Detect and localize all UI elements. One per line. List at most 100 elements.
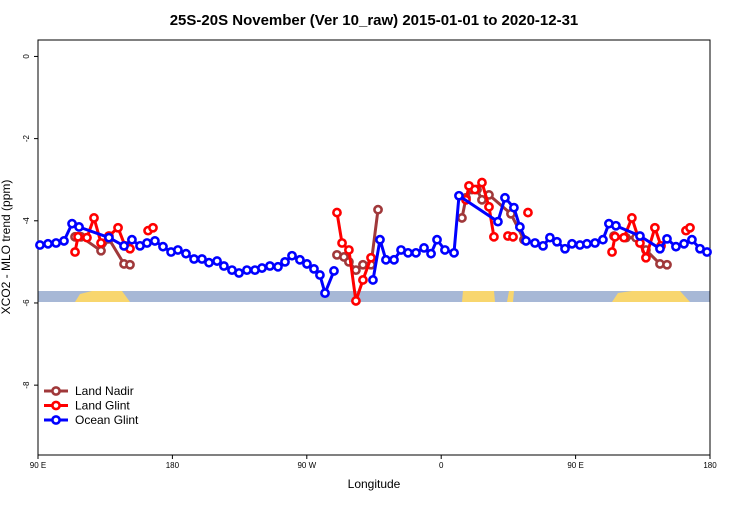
x-tick-label: 90 W (297, 461, 316, 470)
data-point (500, 192, 510, 203)
x-tick-label: 180 (166, 461, 180, 470)
data-point (687, 234, 697, 245)
legend-marker (51, 386, 61, 396)
data-point (484, 201, 494, 212)
data-point (449, 247, 459, 258)
data-point (242, 265, 252, 275)
data-point (538, 240, 548, 251)
y-tick-label: -4 (22, 217, 31, 225)
data-point (219, 261, 229, 271)
data-point (373, 204, 383, 215)
ocean-band (38, 291, 710, 302)
data-point (197, 254, 207, 264)
data-point (315, 270, 325, 280)
data-point (671, 241, 681, 252)
series (35, 190, 712, 299)
data-point (523, 207, 533, 218)
legend-marker (51, 400, 61, 411)
data-point (189, 254, 199, 264)
y-axis-label: XCO2 - MLO trend (ppm) (0, 180, 13, 315)
data-point (51, 238, 61, 248)
data-point (173, 245, 183, 255)
data-point (403, 247, 413, 258)
land-patch (75, 291, 130, 302)
data-point (611, 220, 621, 231)
data-point (96, 245, 106, 256)
data-point (148, 222, 158, 233)
data-point (419, 243, 429, 253)
data-point (560, 243, 570, 254)
data-point (411, 247, 421, 258)
data-point (59, 236, 69, 246)
data-point (257, 263, 267, 273)
data-point (389, 254, 399, 265)
data-point (598, 234, 608, 245)
data-point (35, 240, 45, 250)
data-point (212, 256, 222, 266)
data-point (332, 207, 342, 218)
data-point (125, 259, 135, 270)
data-point (545, 232, 555, 243)
x-axis-label: Longitude (348, 477, 401, 491)
data-point (489, 231, 499, 242)
data-point (273, 261, 283, 272)
data-point (610, 231, 620, 242)
data-point (567, 238, 577, 249)
y-tick-label: -6 (22, 299, 31, 307)
land-patch (612, 291, 690, 302)
data-point (514, 222, 525, 232)
data-point (96, 238, 106, 248)
data-point (127, 234, 137, 245)
legend-label: Ocean Glint (75, 413, 139, 427)
data-point (265, 261, 275, 271)
data-point (426, 248, 436, 259)
data-point (358, 259, 368, 270)
data-point (662, 233, 672, 244)
data-point (158, 241, 168, 252)
data-point (530, 238, 540, 248)
data-point (679, 238, 689, 249)
data-point (508, 231, 518, 242)
data-point (358, 275, 368, 285)
data-point (142, 238, 152, 248)
surface-band (38, 291, 710, 302)
data-point (381, 254, 391, 265)
chart-title: 25S-20S November (Ver 10_raw) 2015-01-01… (170, 12, 579, 29)
data-point (470, 184, 480, 195)
data-point (234, 268, 244, 278)
data-point (104, 232, 114, 243)
legend-label: Land Nadir (75, 384, 134, 398)
data-point (329, 266, 339, 276)
data-point (287, 250, 297, 261)
data-point (590, 238, 600, 248)
legend-marker (51, 415, 61, 425)
data-point (655, 243, 665, 254)
x-tick-label: 0 (439, 461, 444, 470)
land-patch (507, 291, 514, 302)
data-point (440, 245, 450, 255)
legend-label: Land Glint (75, 399, 130, 413)
data-point (641, 252, 651, 263)
data-point (150, 236, 160, 246)
data-point (582, 238, 592, 249)
data-point (82, 232, 92, 243)
data-point (302, 259, 312, 269)
x-tick-label: 90 E (30, 461, 46, 470)
data-point (70, 247, 80, 257)
data-point (74, 222, 84, 232)
data-point (119, 240, 129, 251)
data-point (73, 231, 83, 242)
x-tick-label: 90 E (567, 461, 583, 470)
data-point (626, 213, 637, 223)
data-point (685, 222, 695, 233)
data-point (607, 247, 617, 257)
data-point (344, 245, 354, 255)
data-point (493, 216, 503, 227)
data-point (635, 231, 645, 241)
data-point (89, 213, 99, 223)
data-point (552, 236, 562, 247)
data-point (368, 275, 378, 285)
data-point (702, 247, 712, 257)
